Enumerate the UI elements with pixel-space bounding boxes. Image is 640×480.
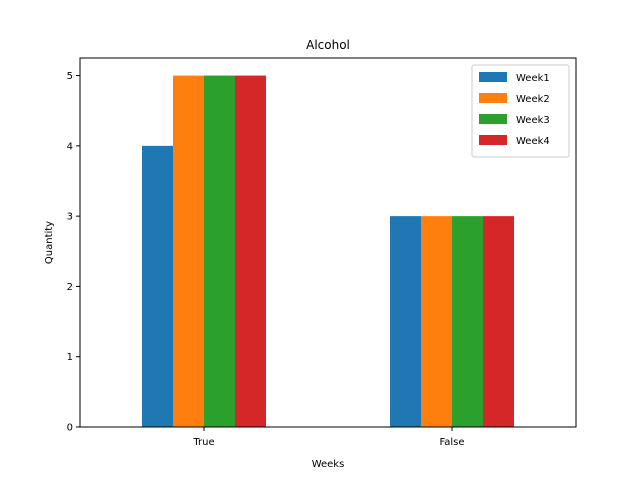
legend-swatch-week3 (479, 114, 507, 124)
legend-label-week2: Week2 (516, 94, 550, 105)
legend-swatch-week1 (479, 72, 507, 82)
x-tick-label-true: True (192, 437, 214, 448)
legend-label-week1: Week1 (516, 73, 550, 84)
y-tick-label: 4 (67, 141, 73, 152)
bar-week2-false (421, 216, 452, 427)
y-tick-label: 2 (67, 282, 73, 293)
y-axis: 0 1 2 3 4 5 (67, 71, 80, 434)
bar-week2-true (173, 75, 204, 428)
bar-week1-true (142, 145, 173, 427)
plot-frame (79, 57, 577, 428)
bars-layer (142, 75, 514, 428)
y-tick-label: 3 (67, 212, 73, 223)
legend-swatch-week2 (479, 93, 507, 103)
y-tick-label: 1 (67, 352, 73, 363)
legend-label-week4: Week4 (516, 136, 550, 147)
x-axis-label: Weeks (312, 459, 345, 470)
y-axis-label: Quantity (44, 221, 55, 264)
y-tick-label: 5 (67, 71, 73, 82)
y-tick-label: 0 (67, 423, 73, 434)
bar-week1-false (390, 216, 421, 427)
legend-label-week3: Week3 (516, 115, 550, 126)
chart-title: Alcohol (306, 38, 350, 52)
x-tick-label-false: False (439, 437, 464, 448)
legend-frame (471, 64, 570, 158)
legend: Week1 Week2 Week3 Week4 (471, 64, 570, 158)
bar-week3-true (204, 75, 235, 428)
x-axis: True False (192, 427, 465, 448)
bar-week3-false (452, 216, 483, 427)
bar-week4-true (235, 75, 266, 428)
legend-swatch-week4 (479, 135, 507, 145)
bar-week4-false (483, 216, 514, 427)
